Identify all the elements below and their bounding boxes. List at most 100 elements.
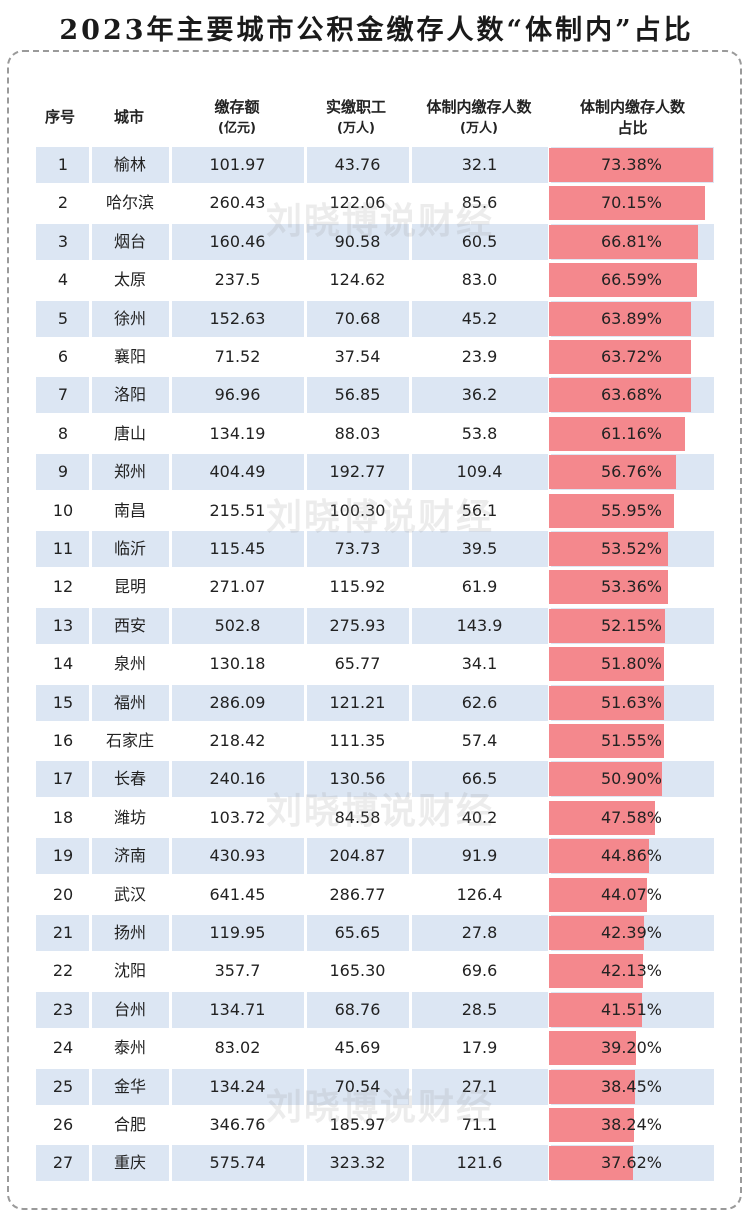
table-row: 19 济南 430.93 204.87 91.9 44.86% xyxy=(36,838,714,874)
cell-city: 西安 xyxy=(113,616,146,635)
cell-deposit: 134.19 xyxy=(209,424,266,443)
cell-workers: 37.54 xyxy=(334,347,381,366)
cell-ratio: 51.63% xyxy=(600,693,662,712)
table-row: 13 西安 502.8 275.93 143.9 52.15% xyxy=(36,608,714,644)
table-row: 27 重庆 575.74 323.32 121.6 37.62% xyxy=(36,1145,714,1181)
column-divider xyxy=(304,224,307,260)
cell-city: 合肥 xyxy=(113,1115,146,1134)
cell-seq: 9 xyxy=(57,462,69,481)
cell-gov-depositors: 62.6 xyxy=(461,693,498,712)
column-divider xyxy=(89,531,92,567)
ratio-bar xyxy=(549,878,647,912)
cell-workers: 73.73 xyxy=(334,539,381,558)
cell-seq: 27 xyxy=(52,1153,74,1172)
cell-deposit: 502.8 xyxy=(214,616,261,635)
cell-seq: 11 xyxy=(52,539,74,558)
column-divider xyxy=(409,1145,412,1181)
cell-gov-depositors: 60.5 xyxy=(461,232,498,251)
cell-seq: 22 xyxy=(52,961,74,980)
column-divider xyxy=(169,761,172,797)
cell-workers: 70.68 xyxy=(334,309,381,328)
cell-ratio: 70.15% xyxy=(600,193,662,212)
column-divider xyxy=(169,608,172,644)
cell-deposit: 575.74 xyxy=(209,1153,266,1172)
column-divider xyxy=(169,147,172,183)
ratio-bar xyxy=(549,1108,634,1142)
column-divider xyxy=(304,147,307,183)
cell-gov-depositors: 143.9 xyxy=(456,616,503,635)
cell-city: 石家庄 xyxy=(105,731,154,750)
cell-deposit: 96.96 xyxy=(214,385,261,404)
table-row: 15 福州 286.09 121.21 62.6 51.63% xyxy=(36,685,714,721)
cell-seq: 5 xyxy=(57,309,69,328)
column-divider xyxy=(409,147,412,183)
ratio-bar xyxy=(549,263,697,297)
cell-gov-depositors: 53.8 xyxy=(461,424,498,443)
cell-city: 潍坊 xyxy=(113,808,146,827)
table-row: 20 武汉 641.45 286.77 126.4 44.07% xyxy=(36,877,714,913)
cell-ratio: 42.39% xyxy=(600,923,662,942)
cell-deposit: 130.18 xyxy=(209,654,266,673)
header-workers: 实缴职工 (万人) xyxy=(305,90,407,145)
column-divider xyxy=(304,761,307,797)
cell-gov-depositors: 56.1 xyxy=(461,501,498,520)
cell-deposit: 71.52 xyxy=(214,347,261,366)
column-divider xyxy=(304,531,307,567)
cell-workers: 323.32 xyxy=(329,1153,386,1172)
cell-ratio: 63.89% xyxy=(600,309,662,328)
ratio-bar xyxy=(549,609,665,643)
column-divider xyxy=(409,761,412,797)
table-row: 22 沈阳 357.7 165.30 69.6 42.13% xyxy=(36,953,714,989)
table-header: 序号 城市 缴存额 (亿元) 实缴职工 (万人) 体制内缴存人数 (万人) 体制… xyxy=(0,90,753,145)
cell-workers: 88.03 xyxy=(334,424,381,443)
cell-ratio: 41.51% xyxy=(600,1000,662,1019)
table-row: 5 徐州 152.63 70.68 45.2 63.89% xyxy=(36,301,714,337)
cell-deposit: 215.51 xyxy=(209,501,266,520)
column-divider xyxy=(89,454,92,490)
cell-deposit: 357.7 xyxy=(214,961,261,980)
ratio-bar xyxy=(549,532,668,566)
cell-workers: 124.62 xyxy=(329,270,386,289)
cell-workers: 68.76 xyxy=(334,1000,381,1019)
cell-city: 唐山 xyxy=(113,424,146,443)
cell-city: 扬州 xyxy=(113,923,146,942)
cell-workers: 43.76 xyxy=(334,155,381,174)
column-divider xyxy=(89,761,92,797)
cell-seq: 25 xyxy=(52,1077,74,1096)
column-divider xyxy=(304,838,307,874)
cell-workers: 65.77 xyxy=(334,654,381,673)
ratio-bar xyxy=(549,954,643,988)
ratio-bar xyxy=(549,916,644,950)
cell-gov-depositors: 28.5 xyxy=(461,1000,498,1019)
cell-gov-depositors: 83.0 xyxy=(461,270,498,289)
cell-workers: 192.77 xyxy=(329,462,386,481)
ratio-bar xyxy=(549,417,685,451)
cell-gov-depositors: 91.9 xyxy=(461,846,498,865)
cell-ratio: 56.76% xyxy=(600,462,662,481)
table-row: 4 太原 237.5 124.62 83.0 66.59% xyxy=(36,262,714,298)
cell-deposit: 641.45 xyxy=(209,885,266,904)
cell-gov-depositors: 121.6 xyxy=(456,1153,503,1172)
cell-gov-depositors: 17.9 xyxy=(461,1038,498,1057)
cell-workers: 121.21 xyxy=(329,693,386,712)
table-row: 17 长春 240.16 130.56 66.5 50.90% xyxy=(36,761,714,797)
cell-workers: 111.35 xyxy=(329,731,386,750)
column-divider xyxy=(409,1069,412,1105)
column-divider xyxy=(89,608,92,644)
cell-workers: 130.56 xyxy=(329,769,386,788)
cell-gov-depositors: 45.2 xyxy=(461,309,498,328)
cell-gov-depositors: 57.4 xyxy=(461,731,498,750)
cell-gov-depositors: 34.1 xyxy=(461,654,498,673)
cell-workers: 275.93 xyxy=(329,616,386,635)
cell-seq: 16 xyxy=(52,731,74,750)
cell-gov-depositors: 126.4 xyxy=(456,885,503,904)
cell-deposit: 115.45 xyxy=(209,539,266,558)
cell-deposit: 240.16 xyxy=(209,769,266,788)
cell-workers: 115.92 xyxy=(329,577,386,596)
column-divider xyxy=(169,301,172,337)
table-row: 1 榆林 101.97 43.76 32.1 73.38% xyxy=(36,147,714,183)
ratio-bar xyxy=(549,494,674,528)
cell-gov-depositors: 23.9 xyxy=(461,347,498,366)
cell-workers: 165.30 xyxy=(329,961,386,980)
cell-ratio: 63.68% xyxy=(600,385,662,404)
